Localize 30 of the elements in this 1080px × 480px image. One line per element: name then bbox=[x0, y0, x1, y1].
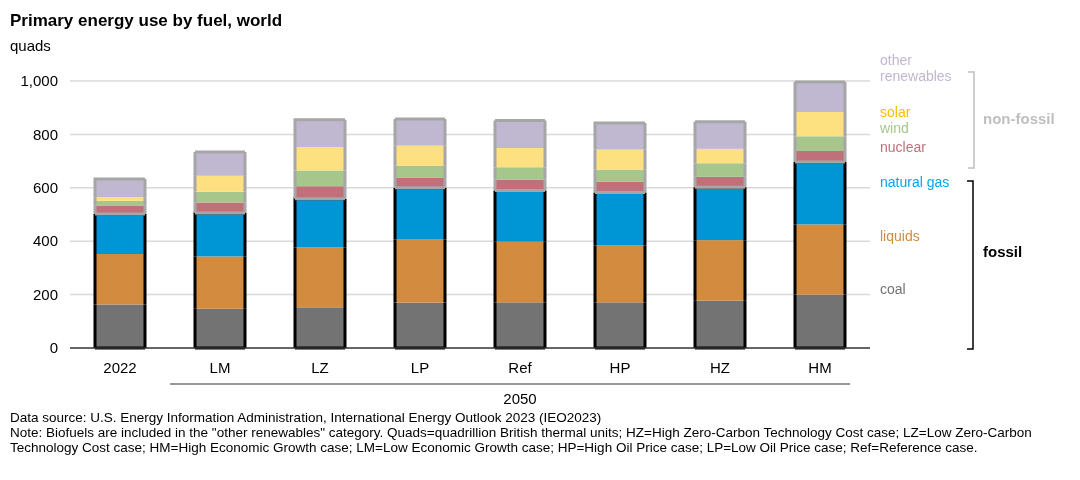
text: fossil bbox=[983, 243, 1023, 260]
bar bbox=[93, 203, 147, 216]
text: solar bbox=[880, 103, 911, 120]
text: liquids bbox=[880, 227, 920, 244]
y-tick-label: 800 bbox=[32, 125, 58, 143]
y-tick-label: 0 bbox=[49, 339, 58, 357]
text: natural gas bbox=[880, 173, 950, 190]
text: other renewables bbox=[880, 51, 952, 84]
text: coal bbox=[880, 280, 906, 297]
x-tick-label: LM bbox=[209, 359, 231, 376]
text: wind bbox=[879, 119, 909, 136]
x-tick-label: LP bbox=[410, 359, 430, 376]
source-note: Data source: U.S. Energy Information Administration, International Energy Outlook 2023 (IEO2023) bbox=[10, 410, 602, 425]
text: non-fossil bbox=[983, 110, 1055, 127]
bar bbox=[93, 177, 147, 199]
y-tick-label: 400 bbox=[32, 232, 58, 250]
x-tick-label: HZ bbox=[710, 359, 730, 376]
text: Note: Biofuels are included in the "other renewables" category. Quads=quadrillion British thermal units; HZ=High Zero-Carbon Technology Cost case; LZ=Low Zero-Carbon Technology Cost case; HM=High Economic Growth case; LM=Low Economic Growth case; HP=High Oil Price case; LP=Low Oil Price case; Ref=Reference case. bbox=[10, 425, 1032, 455]
y-tick-label: 1,000 bbox=[20, 72, 58, 90]
x-tick-label: LZ bbox=[311, 359, 329, 376]
y-tick-label: 200 bbox=[32, 285, 58, 303]
y-tick-label: 600 bbox=[32, 179, 58, 197]
x-tick-label: 2022 bbox=[103, 359, 137, 376]
chart-title: Primary energy use by fuel, world bbox=[10, 11, 283, 30]
y-axis-title: quads bbox=[10, 37, 51, 54]
text: nuclear bbox=[880, 138, 927, 155]
x-tick-label: Ref bbox=[508, 359, 533, 376]
x-tick-label: HP bbox=[609, 359, 631, 376]
text: 2050 bbox=[503, 390, 537, 407]
x-tick-label: HM bbox=[808, 359, 832, 376]
